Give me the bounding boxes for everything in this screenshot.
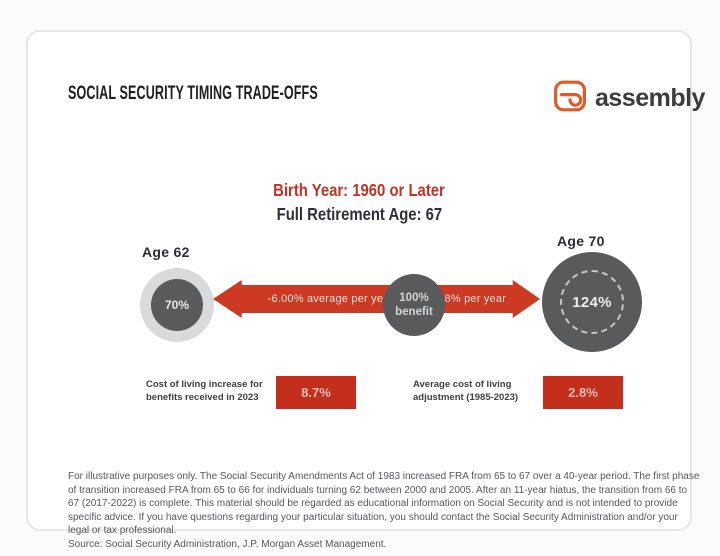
footnote-block: For illustrative purposes only. The Soci…: [68, 470, 700, 551]
cola-average-label-line1: Average cost of living: [413, 379, 512, 390]
age-70-benefit-value: 124%: [572, 293, 612, 311]
infographic-card: SOCIAL SECURITY TIMING TRADE-OFFS assemb…: [26, 30, 705, 550]
age-62-label: Age 62: [142, 244, 190, 260]
delay-claim-arrow-text: +8% per year: [437, 293, 507, 305]
assembly-logo: assembly: [552, 78, 705, 119]
age-70-dashed-ring: 124%: [560, 270, 624, 334]
cola-2023-label-line1: Cost of living increase for: [146, 379, 263, 390]
age-70-circle: 124%: [542, 252, 642, 352]
page-title: SOCIAL SECURITY TIMING TRADE-OFFS: [68, 83, 318, 104]
full-benefit-line2: benefit: [395, 306, 433, 318]
full-benefit-circle: 100% benefit: [383, 274, 445, 336]
headline-block: Birth Year: 1960 or Later Full Retiremen…: [28, 179, 690, 227]
age-70-label: Age 70: [557, 233, 605, 249]
age-62-circle: 70%: [140, 268, 214, 342]
source-text: Source: Social Security Administration, …: [68, 538, 387, 550]
cola-2023-label-line2: benefits received in 2023: [146, 391, 259, 403]
cola-average-label-line2: adjustment (1985-2023): [413, 391, 519, 403]
disclaimer-text: For illustrative purposes only. The Soci…: [68, 471, 700, 536]
cola-2023-value: 8.7%: [276, 376, 356, 409]
cola-average-value: 2.8%: [543, 376, 623, 409]
assembly-logo-text: assembly: [595, 84, 705, 112]
assembly-logo-icon: [552, 78, 588, 119]
full-benefit-line1: 100%: [399, 291, 429, 304]
birth-year-heading: Birth Year: 1960 or Later: [273, 180, 445, 200]
early-claim-arrow-text: -6.00% average per year: [267, 293, 394, 305]
cola-2023-label: Cost of living increase for benefits rec…: [146, 379, 263, 405]
full-retirement-age-heading: Full Retirement Age: 67: [276, 203, 442, 224]
cola-average-label: Average cost of living adjustment (1985-…: [413, 379, 518, 405]
age-62-benefit-value: 70%: [151, 279, 203, 331]
